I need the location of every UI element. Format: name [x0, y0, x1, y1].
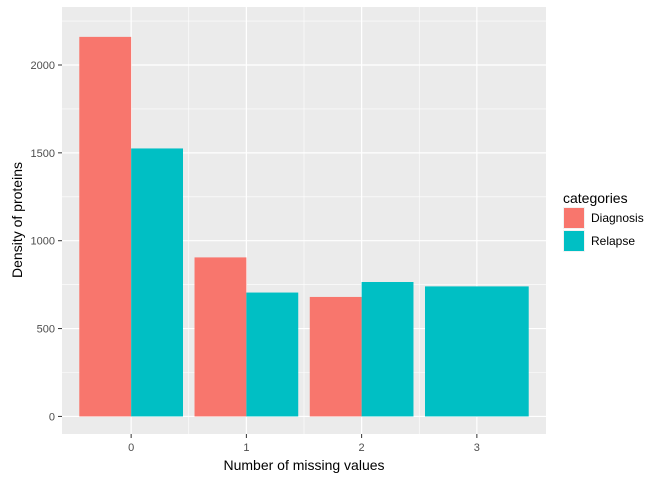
y-tick-label: 1500 [31, 148, 55, 160]
y-axis: 0 500 1000 1500 2000 [31, 60, 62, 423]
y-axis-title: Density of proteins [9, 162, 25, 278]
y-tick-label: 500 [37, 324, 55, 336]
bar-relapse-1 [246, 292, 299, 417]
legend-label-diagnosis: Diagnosis [591, 211, 644, 225]
x-axis: 0 1 2 3 [128, 434, 480, 454]
x-tick-label: 1 [243, 442, 249, 454]
bar-diagnosis-0 [79, 36, 132, 417]
legend-label-relapse: Relapse [591, 234, 635, 248]
bar-diagnosis-2 [309, 296, 362, 417]
legend-swatch-relapse [564, 231, 584, 251]
bar-diagnosis-1 [194, 257, 247, 417]
legend-title: categories [563, 190, 628, 206]
bars [79, 36, 529, 417]
y-tick-label: 2000 [31, 60, 55, 72]
bar-relapse-3 [425, 286, 529, 417]
x-axis-title: Number of missing values [223, 457, 384, 473]
legend: categories Diagnosis Relapse [563, 190, 644, 252]
bar-relapse-0 [131, 148, 183, 417]
x-tick-label: 3 [474, 442, 480, 454]
y-tick-label: 1000 [31, 236, 55, 248]
legend-swatch-diagnosis [564, 208, 584, 228]
x-tick-label: 2 [359, 442, 365, 454]
bar-relapse-2 [361, 282, 414, 417]
x-tick-label: 0 [128, 442, 134, 454]
y-tick-label: 0 [49, 411, 55, 423]
